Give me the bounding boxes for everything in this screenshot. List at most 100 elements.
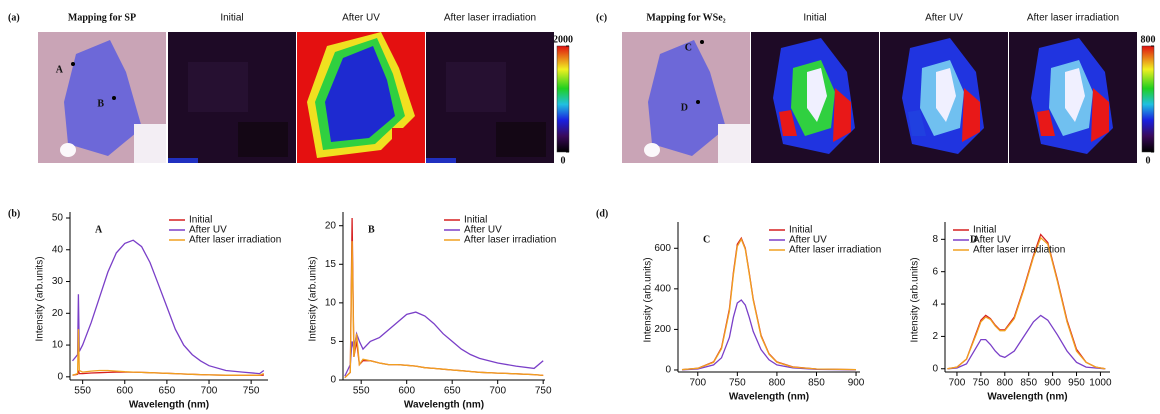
x-tick-label: 850 [808,378,825,389]
map-image [426,32,554,163]
series-line [72,329,265,376]
panel-label: (b) [8,208,20,219]
x-tick-label: 750 [243,386,260,397]
annotation: A [95,224,103,235]
y-tick-label: 10 [52,340,64,351]
series-line [681,237,857,371]
y-tick-label: 600 [654,243,671,254]
y-tick-label: 400 [654,283,671,294]
map-edge [392,128,425,163]
panel-label: (d) [596,208,608,219]
series-line [71,239,265,375]
x-tick-label: 1000 [1089,378,1112,389]
map-image [622,32,750,163]
point-marker [112,96,116,100]
map-region [1037,110,1055,136]
map-noise [446,62,506,112]
legend-label: After laser irradiation [189,235,281,246]
panel-label: (c) [596,12,607,23]
map-region [64,40,142,156]
y-tick-label: 200 [654,324,671,335]
series-line [947,314,1106,370]
point-label: D [681,102,688,113]
y-tick-label: 2 [932,331,938,342]
y-tick-label: 10 [325,297,337,308]
point-marker [696,100,700,104]
map-region [648,40,726,156]
substrate-spot [644,143,660,157]
y-tick-label: 0 [57,371,63,382]
x-axis-label: Wavelength (nm) [987,392,1067,403]
point-label: A [56,64,64,75]
y-tick-label: 4 [932,299,938,310]
map-region [1065,68,1085,122]
y-axis-label: Intensity (arb.units) [308,256,319,341]
series-line [947,236,1106,370]
map-noise [496,122,546,157]
map-region [936,68,956,122]
y-tick-label: 8 [932,234,938,245]
x-tick-label: 600 [398,386,415,397]
map-image [168,32,296,163]
x-tick-label: 750 [535,386,552,397]
series-line [344,241,544,379]
map-edge [426,158,456,163]
annotation: D [970,234,977,245]
x-tick-label: 700 [689,378,706,389]
y-tick-label: 20 [325,220,337,231]
y-tick-label: 0 [665,365,671,376]
point-label: C [685,42,692,53]
annotation: B [368,224,375,235]
map-image [1009,32,1137,163]
x-axis-label: Wavelength (nm) [729,392,809,403]
y-tick-label: 15 [325,259,337,270]
map-title: Initial [220,13,243,24]
x-tick-label: 550 [353,386,370,397]
point-marker [700,40,704,44]
legend-label: After UV [189,225,227,236]
legend-label: After laser irradiation [973,245,1065,256]
x-tick-label: 650 [444,386,461,397]
x-tick-label: 650 [159,386,176,397]
colorbar-label: 0 [561,155,566,166]
legend-label: After UV [789,235,827,246]
x-tick-label: 750 [729,378,746,389]
map-title: After laser irradiation [1027,13,1119,24]
map-noise [188,62,248,112]
map-region [1091,88,1109,142]
colorbar-label: 800 [1141,34,1156,45]
map-image [880,32,1008,163]
x-tick-label: 800 [769,378,786,389]
map-region [833,88,851,142]
series-line [681,236,857,371]
map-region [807,68,827,122]
x-tick-label: 850 [1020,378,1037,389]
legend-label: After laser irradiation [464,235,556,246]
x-tick-label: 700 [489,386,506,397]
x-tick-label: 550 [74,386,91,397]
y-axis-label: Intensity (arb.units) [35,256,46,341]
y-tick-label: 20 [52,308,64,319]
legend-label: Initial [789,225,812,236]
substrate-spot [60,143,76,157]
colorbar-label: 2000 [553,34,573,45]
colorbar-label: 0 [1146,155,1151,166]
map-region [779,110,797,136]
map-title: Mapping for WSe₂ [646,12,725,23]
substrate-spot [134,124,166,163]
map-title: Mapping for SP [68,12,136,23]
panel-label: (a) [8,12,20,23]
point-marker [71,62,75,66]
colorbar [1141,45,1155,153]
legend-label: Initial [189,215,212,226]
y-axis-label: Intensity (arb.units) [910,257,921,342]
y-axis-label: Intensity (arb.units) [643,257,654,342]
map-image [297,32,425,163]
point-label: B [97,98,104,109]
series-line [344,311,544,377]
y-tick-label: 30 [52,276,64,287]
x-axis-label: Wavelength (nm) [129,400,209,411]
x-tick-label: 600 [116,386,133,397]
map-image [38,32,166,163]
x-tick-label: 700 [949,378,966,389]
